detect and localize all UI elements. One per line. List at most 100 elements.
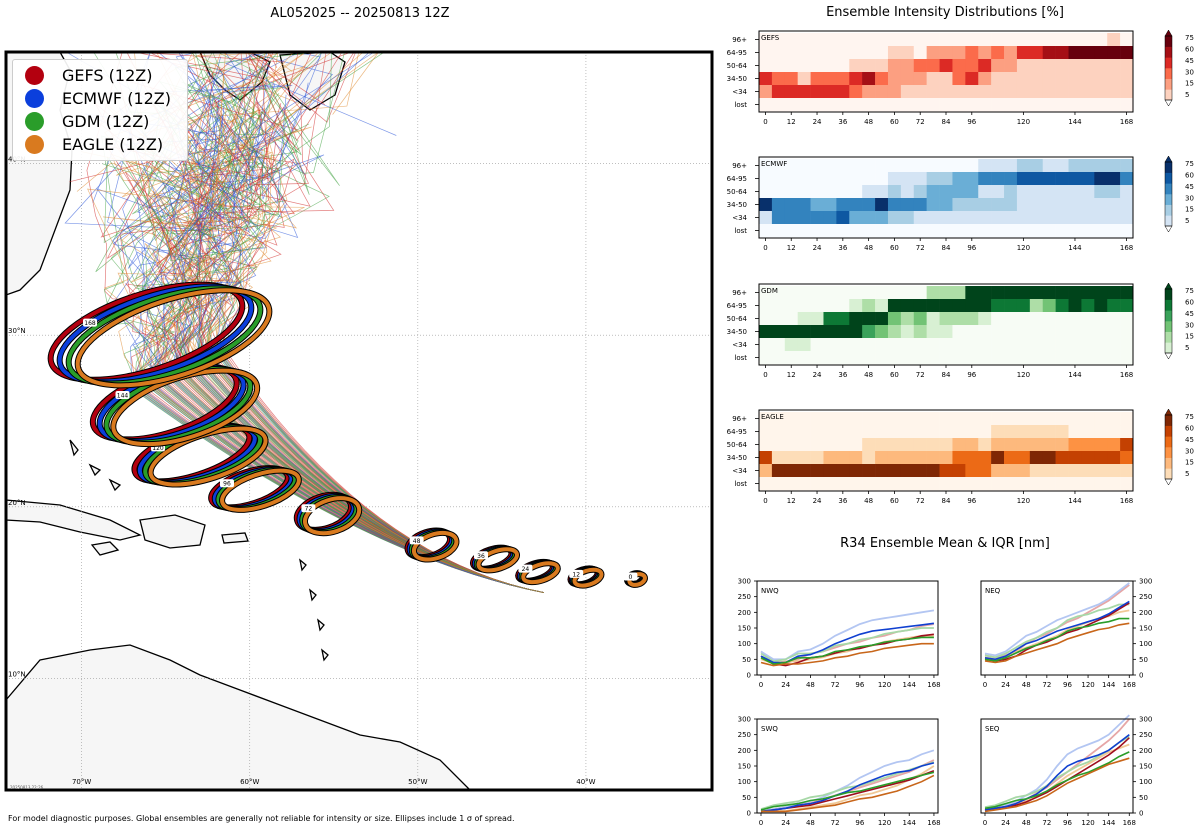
heatmap-cell (1107, 477, 1121, 491)
heatmap-cell (875, 412, 889, 426)
colorbar-tick-label: 45 (1185, 310, 1194, 318)
heatmap-row-label: <34 (732, 214, 747, 222)
x-tick-label: 48 (1022, 819, 1031, 827)
heatmap-cell (991, 299, 1005, 313)
heatmap-cell (991, 451, 1005, 465)
colorbar-tick-label: 75 (1185, 287, 1194, 295)
heatmap-cell (978, 464, 992, 478)
heatmap-cell (836, 464, 850, 478)
heatmap-cell (1094, 451, 1108, 465)
heatmap-cell (810, 351, 824, 365)
heatmap-cell (1029, 351, 1044, 365)
heatmap-cell (849, 299, 863, 313)
colorbar-tick-label: 5 (1185, 470, 1189, 478)
x-tick-label: 24 (781, 681, 790, 689)
heatmap-cell (913, 46, 927, 60)
heatmap-cell (913, 438, 927, 452)
hour-label: 168 (84, 320, 96, 327)
x-tick-label: 0 (983, 819, 987, 827)
heatmap-cell (913, 185, 927, 199)
heatmap-cell (1107, 98, 1121, 112)
lon-label-40: 40°W (576, 778, 595, 786)
heatmap-cell (1042, 46, 1056, 60)
heatmap-cell (1029, 477, 1044, 491)
colorbar-band (1165, 194, 1172, 205)
heatmap-cell (913, 172, 927, 186)
heatmap-cell (1094, 412, 1108, 426)
heatmap-cell (836, 98, 850, 112)
heatmap-cell (1004, 451, 1018, 465)
heatmap-cell (926, 85, 940, 99)
heatmap-cell (978, 98, 992, 112)
heatmap-x-label: 36 (838, 118, 847, 126)
heatmap-cell (926, 299, 940, 313)
heatmap-cell (952, 159, 966, 173)
heatmap-cell (1068, 438, 1082, 452)
heatmap-cell (836, 224, 850, 238)
mean-line-eagle (760, 642, 934, 667)
heatmap-cell (784, 312, 798, 326)
heatmap-cell (1042, 159, 1056, 173)
heatmap-cell (978, 211, 992, 225)
heatmap-cell (875, 46, 889, 60)
heatmap-x-label: 168 (1120, 497, 1133, 505)
heatmap-cell (900, 338, 915, 352)
heatmap-cell (1081, 438, 1095, 452)
heatmap-cell (1107, 59, 1121, 73)
timestamp-stamp: 20250813 22:26 (10, 785, 44, 790)
heatmap-cell (887, 185, 902, 199)
heatmap-cell (862, 224, 876, 238)
heatmap-cell (1081, 59, 1095, 73)
heatmap-cell (1081, 46, 1095, 60)
legend-label-eagle: EAGLE (12Z) (62, 134, 164, 154)
x-tick-label: 72 (831, 819, 840, 827)
heatmap-cell (862, 198, 876, 212)
colorbar-band (1165, 68, 1172, 79)
heatmap-cell (784, 72, 798, 86)
ellipse-gefs (48, 282, 245, 382)
heatmap-x-label: 36 (838, 497, 847, 505)
heatmap-cell (797, 159, 811, 173)
heatmap-cell (978, 198, 992, 212)
y-tick-label: 100 (738, 778, 751, 786)
y-tick-label: 150 (1139, 763, 1152, 771)
heatmap-cell (836, 185, 850, 199)
heatmap-cell (1004, 325, 1018, 339)
heatmap-row-label: 50-64 (727, 315, 748, 323)
heatmap-cell (887, 299, 902, 313)
heatmap-cell (862, 98, 876, 112)
heatmap-cell (862, 172, 876, 186)
heatmap-cell (836, 59, 850, 73)
heatmap-cell (978, 351, 992, 365)
heatmap-cell (836, 425, 850, 439)
heatmap-cell (1081, 451, 1095, 465)
heatmap-cell (875, 351, 889, 365)
heatmap-cell (1004, 33, 1018, 47)
legend-item-gefs: GEFS (12Z) (25, 64, 152, 86)
y-tick-label: 250 (1139, 731, 1152, 739)
heatmap-cell (965, 464, 979, 478)
heatmap-title: ECMWF (761, 160, 787, 168)
iqr-line (760, 623, 935, 665)
y-tick-label: 150 (738, 625, 751, 633)
heatmap-x-label: 0 (763, 244, 767, 252)
heatmap-cell (849, 72, 863, 86)
heatmap-x-label: 120 (1017, 244, 1030, 252)
heatmap-cell (1107, 85, 1121, 99)
heatmap-cell (1029, 46, 1044, 60)
heatmap-cell (952, 46, 966, 60)
heatmap-cell (849, 198, 863, 212)
x-tick-label: 72 (1042, 681, 1051, 689)
heatmap-cell (939, 325, 953, 339)
heatmap-cell (900, 198, 915, 212)
heatmap-cell (1004, 312, 1018, 326)
ellipse-eagle (220, 468, 301, 512)
heatmap-cell (836, 85, 850, 99)
heatmap-cell (1094, 425, 1108, 439)
heatmap-x-label: 24 (813, 244, 822, 252)
heatmap-x-label: 72 (916, 118, 925, 126)
heatmap-cell (926, 59, 940, 73)
heatmap-cell (823, 412, 837, 426)
heatmap-cell (1016, 338, 1031, 352)
heatmap-cell (1055, 299, 1069, 313)
